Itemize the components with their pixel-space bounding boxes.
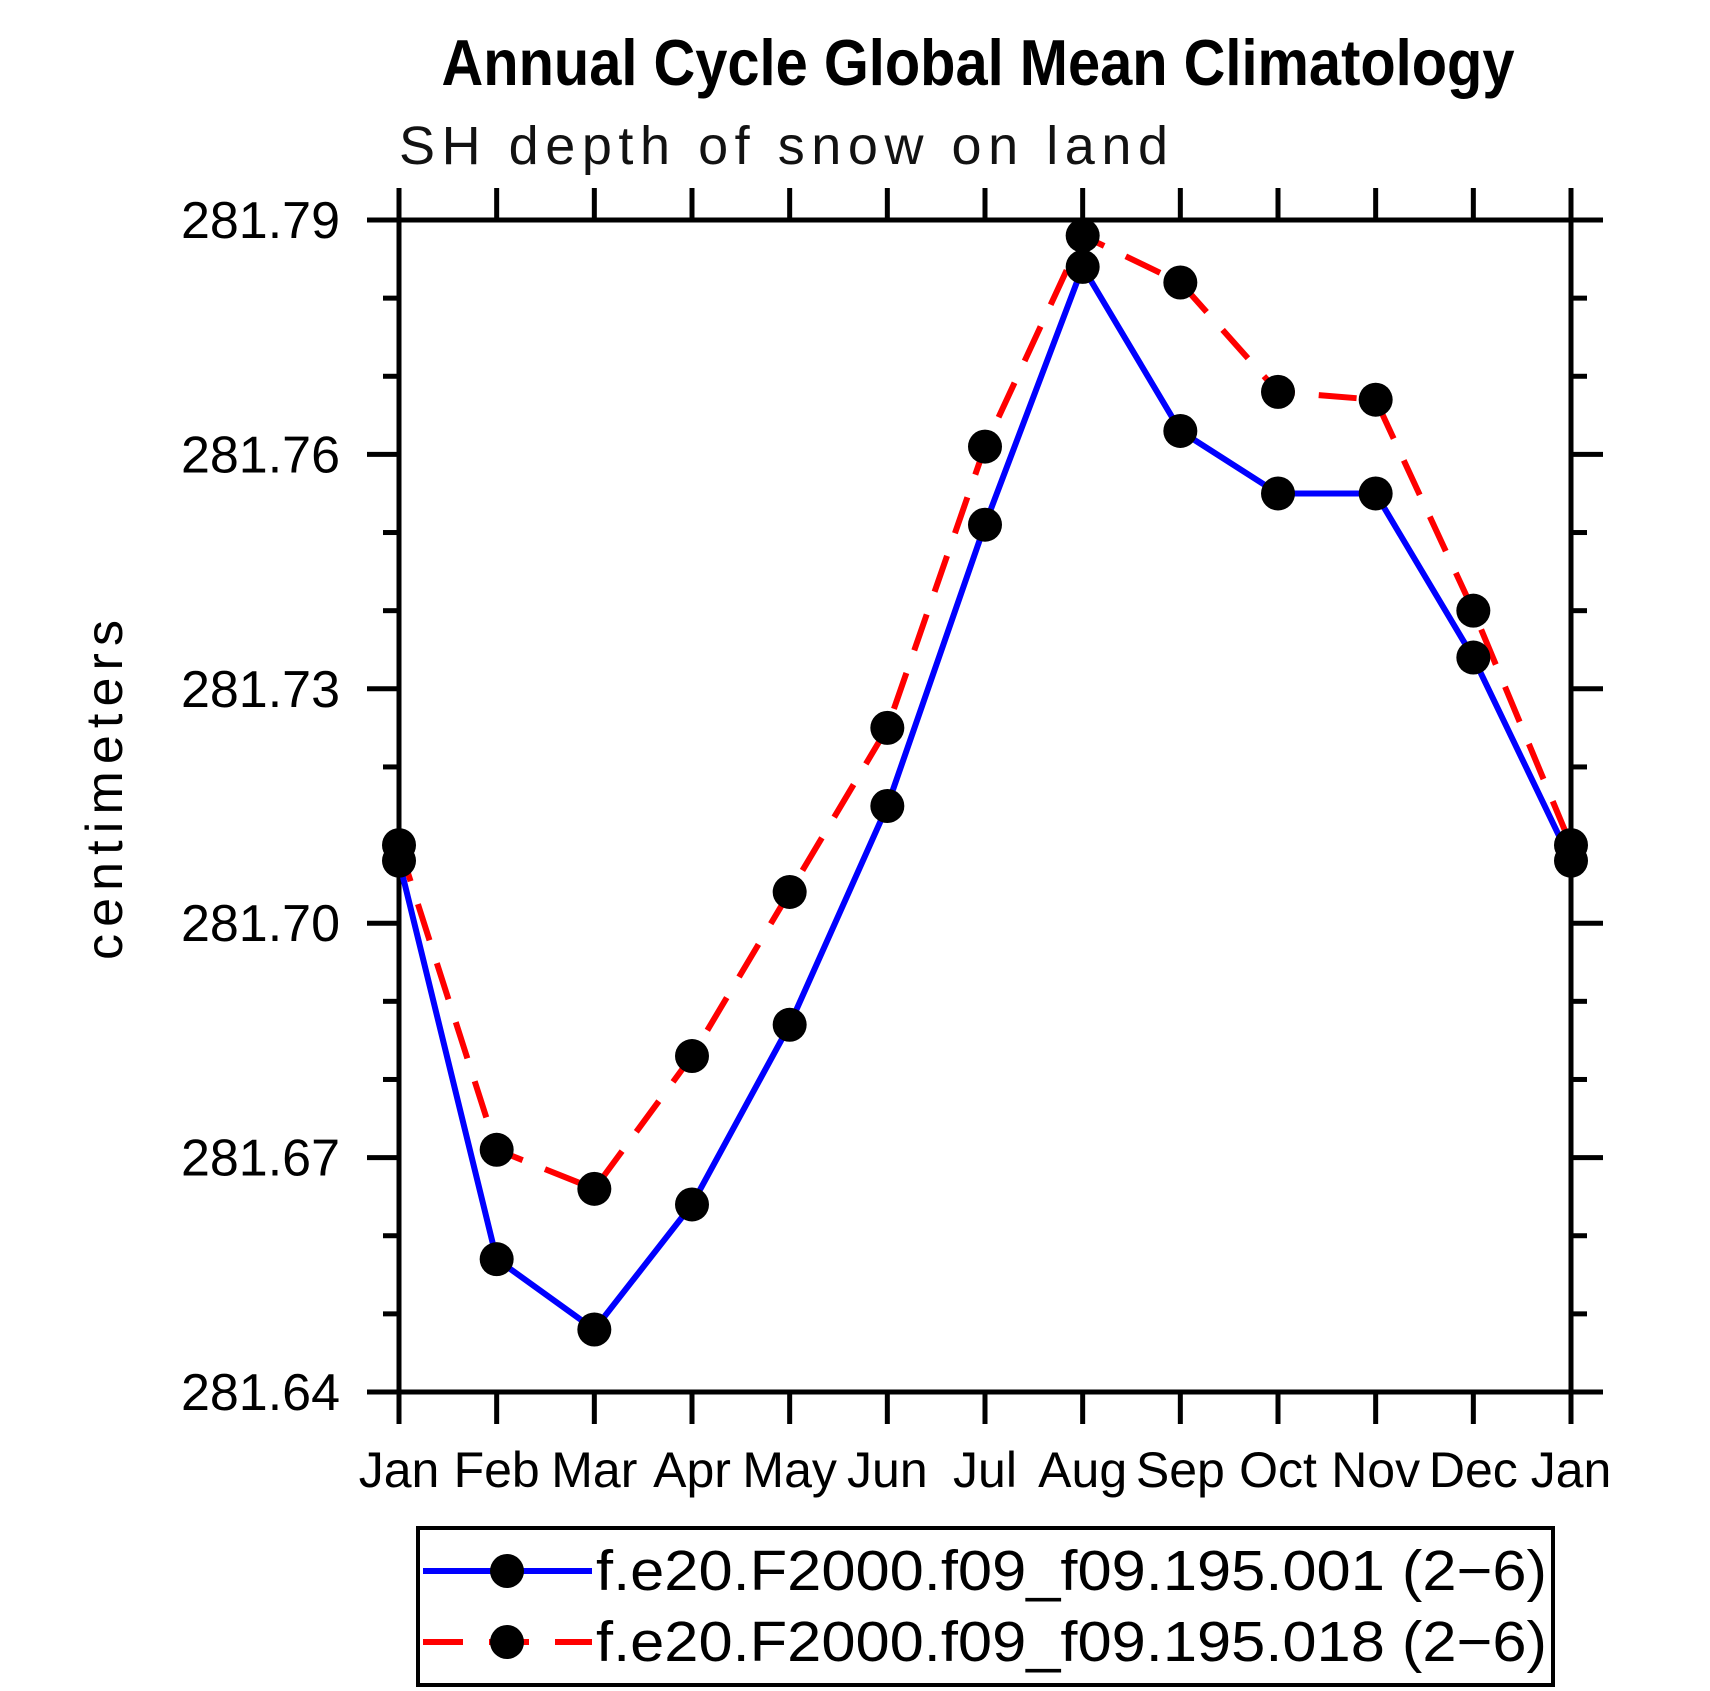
x-tick-label: Aug	[1038, 1442, 1127, 1498]
legend-label-018: f.e20.F2000.f09_f09.195.018 (2−6)	[596, 1610, 1547, 1674]
y-tick-label: 281.76	[181, 426, 340, 484]
data-point-marker	[577, 1312, 612, 1347]
data-point-marker	[1261, 374, 1295, 409]
x-tick-label: Dec	[1429, 1442, 1518, 1498]
data-point-marker	[870, 710, 905, 745]
legend-item-018: f.e20.F2000.f09_f09.195.018 (2−6)	[423, 1610, 1547, 1674]
plot-box	[396, 217, 1574, 1395]
legend-marker-icon	[490, 1625, 524, 1659]
legend-item-001: f.e20.F2000.f09_f09.195.001 (2−6)	[423, 1539, 1547, 1603]
data-point-marker	[675, 1039, 709, 1074]
data-point-marker	[1065, 218, 1100, 253]
x-tick-label: Jun	[847, 1442, 928, 1498]
data-point-marker	[1456, 640, 1491, 675]
legend-marker-icon	[490, 1554, 524, 1588]
data-point-marker	[1163, 265, 1198, 300]
data-point-marker	[479, 1242, 514, 1277]
series-layer	[382, 218, 1588, 1347]
x-tick-label: May	[742, 1442, 836, 1498]
data-point-marker	[1456, 593, 1491, 628]
legend-box	[416, 1526, 1555, 1687]
data-point-marker	[1358, 476, 1393, 511]
x-tick-label: Sep	[1136, 1442, 1225, 1498]
data-point-marker	[1358, 382, 1393, 417]
x-tick-label: Apr	[653, 1442, 731, 1498]
data-point-marker	[577, 1171, 612, 1206]
data-point-marker	[1163, 413, 1198, 448]
x-tick-label: Feb	[454, 1442, 540, 1498]
legend-label-001: f.e20.F2000.f09_f09.195.001 (2−6)	[596, 1539, 1547, 1603]
y-tick-label: 281.70	[181, 895, 340, 953]
x-tick-label: Nov	[1331, 1442, 1420, 1498]
data-point-marker	[772, 1007, 807, 1042]
series-line-dashed	[396, 231, 1574, 1193]
y-tick-label: 281.73	[181, 661, 340, 719]
data-point-marker	[1554, 828, 1588, 863]
x-tick-label: Mar	[551, 1442, 637, 1498]
data-point-marker	[1065, 249, 1100, 284]
chart-subtitle: SH depth of snow on land	[399, 116, 1168, 176]
legend: f.e20.F2000.f09_f09.195.001 (2−6) f.e20.…	[416, 1526, 1555, 1687]
x-tick-label: Oct	[1239, 1442, 1317, 1498]
data-point-marker	[772, 874, 807, 909]
data-point-marker	[382, 828, 416, 863]
data-point-marker	[968, 429, 1002, 464]
y-tick-label: 281.64	[181, 1364, 340, 1422]
data-point-marker	[1261, 476, 1295, 511]
series-line-solid	[396, 260, 1574, 1334]
x-tick-label: Jan	[1531, 1442, 1612, 1498]
data-point-marker	[968, 507, 1002, 542]
x-tick-label: Jan	[359, 1442, 440, 1498]
data-point-marker	[870, 789, 905, 823]
chart-title: Annual Cycle Global Mean Climatology	[442, 26, 1515, 99]
data-point-marker	[479, 1132, 514, 1167]
data-point-marker	[675, 1187, 709, 1222]
y-axis-title: centimeters	[76, 620, 134, 960]
y-tick-label: 281.67	[181, 1130, 340, 1188]
x-tick-label: Jul	[953, 1442, 1017, 1498]
y-tick-label: 281.79	[181, 192, 340, 250]
